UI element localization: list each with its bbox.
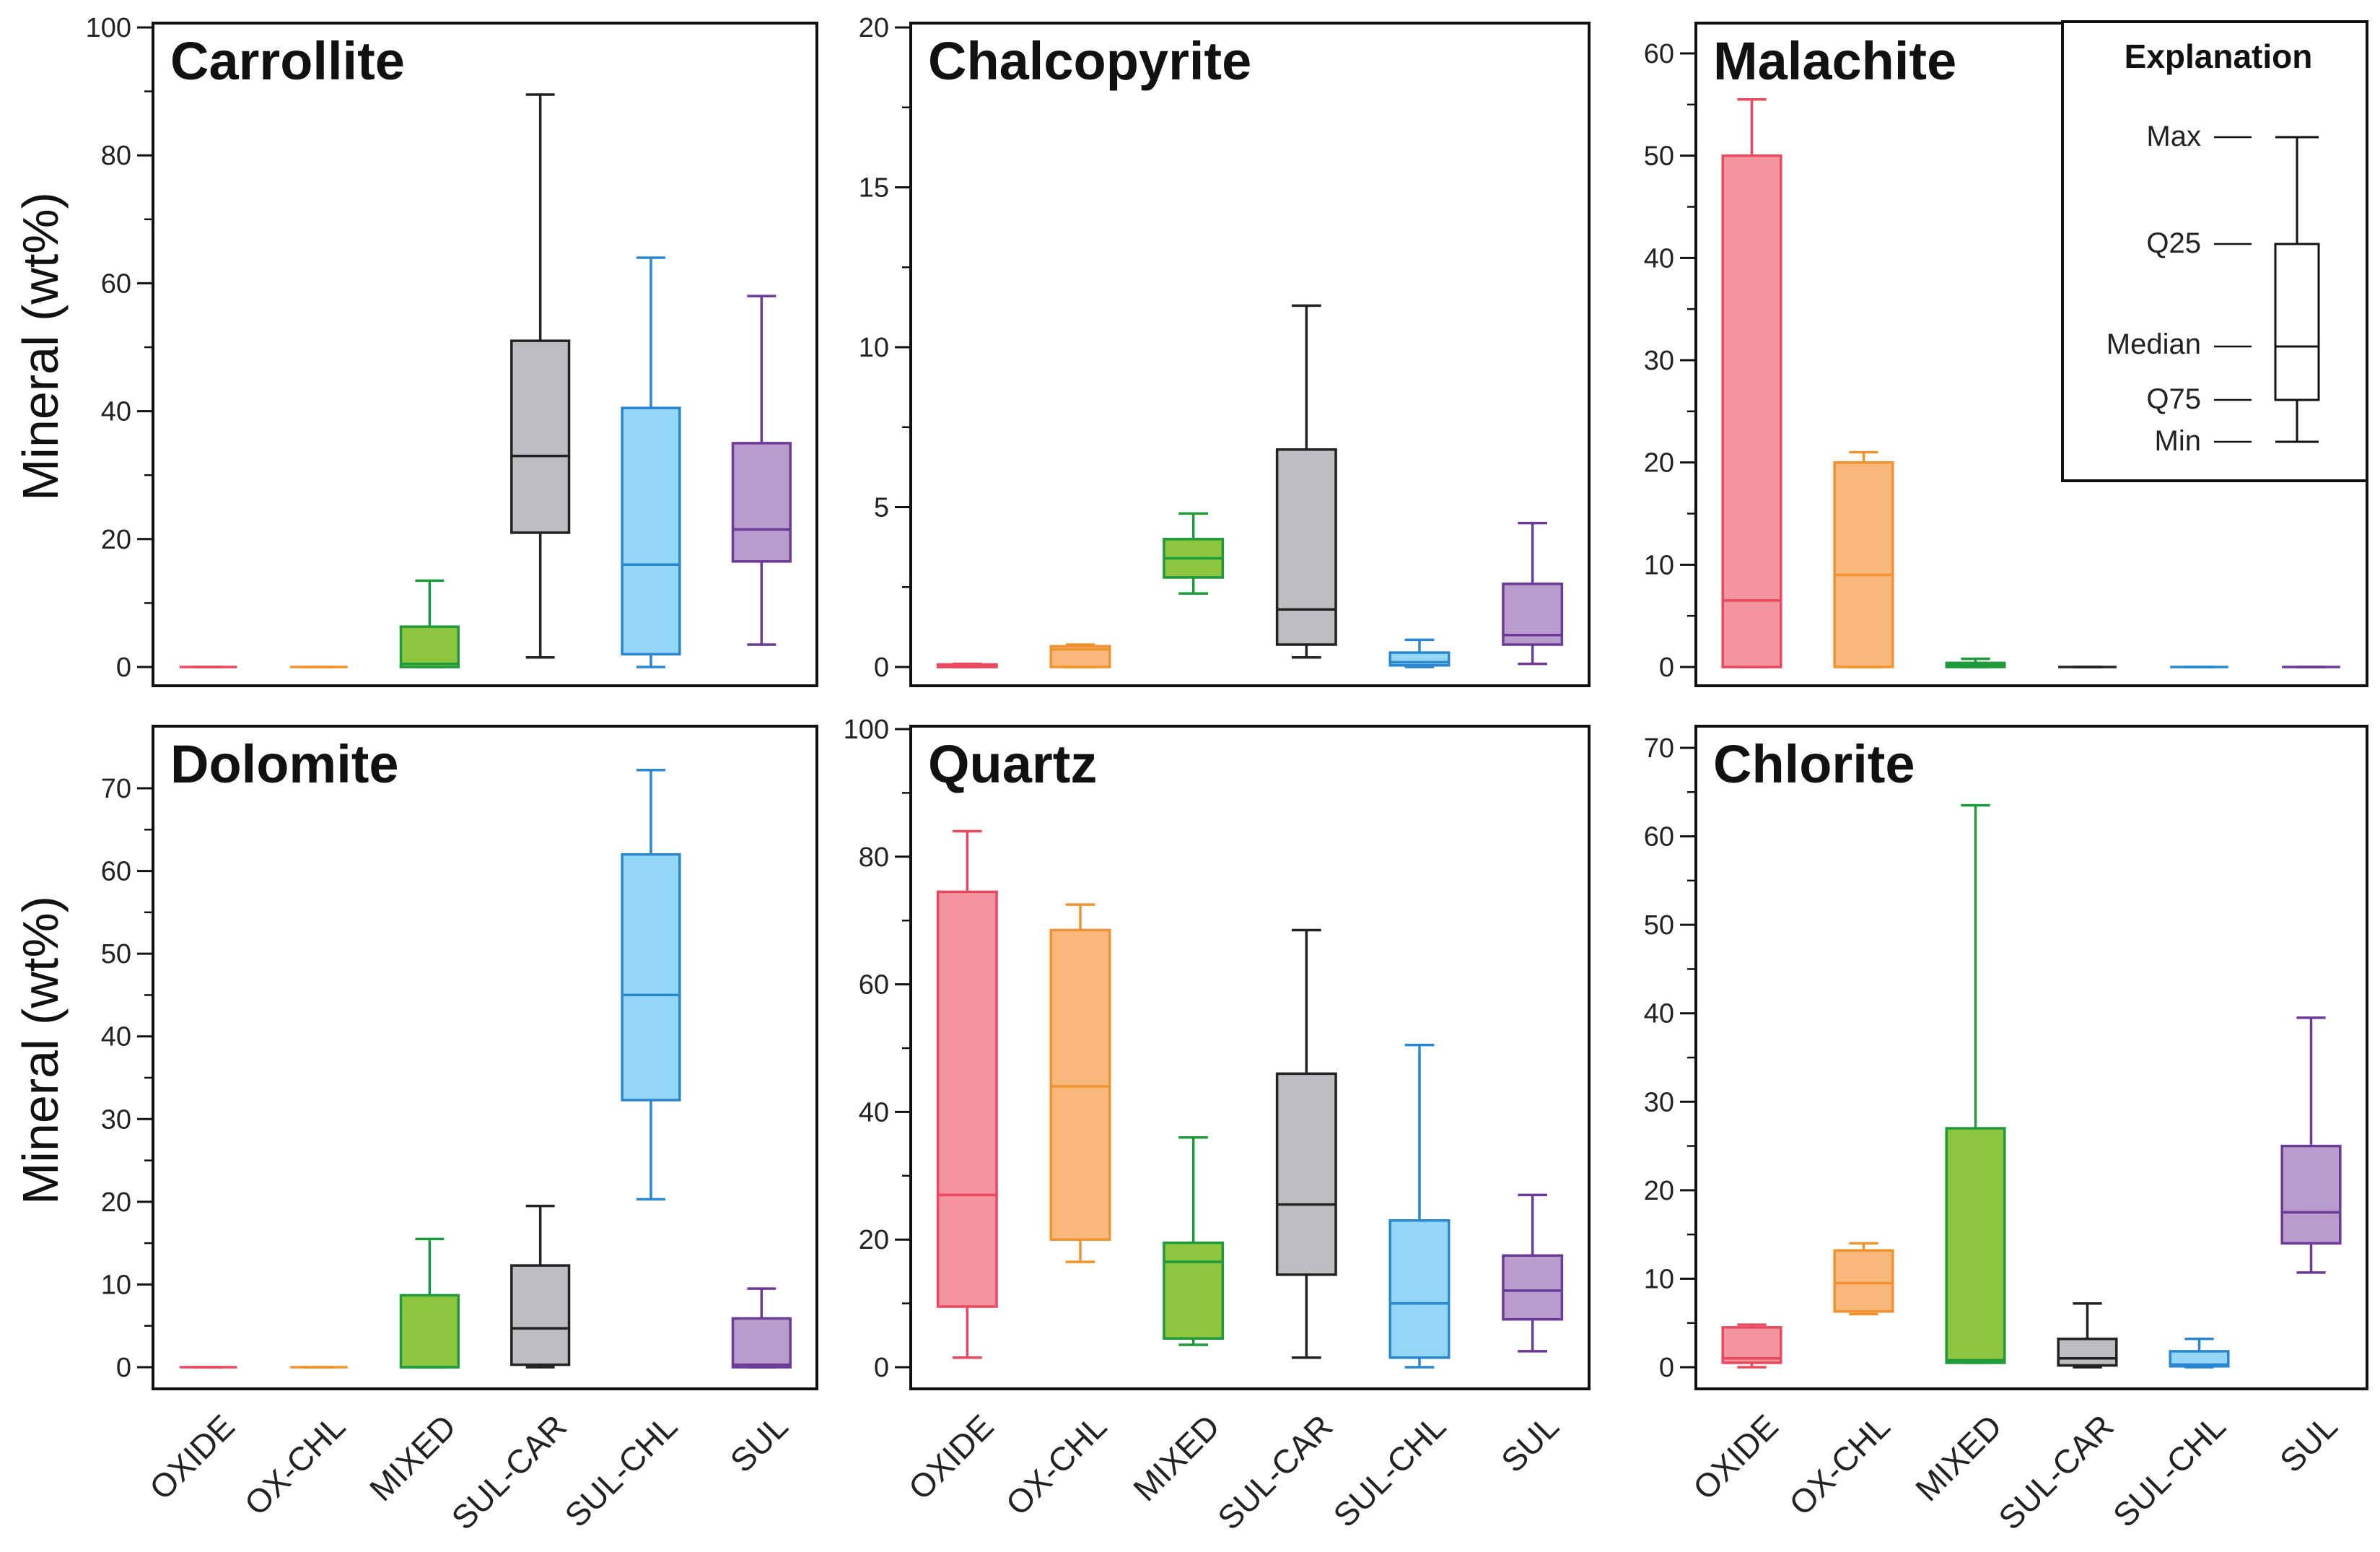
- quartz-ytick-label: 100: [844, 715, 889, 745]
- chalcopyrite-ytick-label: 0: [874, 653, 889, 683]
- malachite-title: Malachite: [1713, 31, 1956, 91]
- malachite-ytick-label: 20: [1644, 448, 1674, 479]
- y-axis-label-bottom: Mineral (wt%): [12, 896, 69, 1205]
- legend-title: Explanation: [2125, 38, 2313, 75]
- carrollite-ytick-label: 40: [101, 397, 131, 427]
- carrollite-ytick-label: 100: [86, 13, 131, 43]
- dolomite-ytick-label: 20: [101, 1187, 131, 1218]
- malachite-ytick-label: 60: [1644, 39, 1674, 69]
- chlorite-ox-chl-box: [1833, 1249, 1894, 1313]
- quartz-oxide-box: [936, 890, 998, 1308]
- chalcopyrite-ytick-label: 20: [859, 13, 889, 43]
- carrollite-ytick-label: 80: [101, 141, 131, 171]
- chlorite-ytick-label: 10: [1644, 1264, 1674, 1294]
- chlorite-sul-car-box: [2057, 1338, 2118, 1367]
- quartz-sul-box: [1502, 1254, 1564, 1321]
- legend-label-q25: Q25: [2146, 227, 2201, 259]
- chlorite-sul-chl-box: [2169, 1350, 2230, 1368]
- carrollite-sul-chl-box: [621, 406, 681, 656]
- malachite-ytick-label: 30: [1644, 346, 1674, 376]
- chalcopyrite-plot-frame: [909, 22, 1591, 687]
- chlorite-ytick-label: 40: [1644, 999, 1674, 1029]
- malachite-ox-chl-box: [1833, 461, 1894, 668]
- quartz-mixed-box: [1163, 1241, 1225, 1340]
- malachite-ytick-label: 0: [1659, 653, 1674, 683]
- quartz-sul-chl-box: [1388, 1219, 1451, 1359]
- dolomite-ytick-label: 60: [101, 857, 131, 887]
- quartz-ox-chl-box: [1049, 928, 1111, 1241]
- y-axis-label-top: Mineral (wt%): [12, 192, 69, 501]
- dolomite-sul-car-box: [510, 1264, 571, 1366]
- chlorite-ytick-label: 60: [1644, 822, 1674, 853]
- malachite-ytick-label: 40: [1644, 243, 1674, 274]
- chlorite-ytick-label: 30: [1644, 1087, 1674, 1117]
- legend-box: [2274, 243, 2320, 401]
- dolomite-ytick-label: 30: [101, 1104, 131, 1135]
- chalcopyrite-ytick-label: 5: [874, 493, 889, 523]
- dolomite-sul-box: [731, 1317, 792, 1369]
- chlorite-sul-box: [2280, 1144, 2342, 1245]
- explanation-legend: Explanation Max Q25 Median Q75 Min: [2061, 20, 2368, 482]
- quartz-ytick-label: 80: [859, 842, 889, 873]
- legend-label-median: Median: [2106, 328, 2201, 360]
- quartz-ytick-label: 60: [859, 970, 889, 1000]
- carrollite-mixed-box: [399, 625, 460, 668]
- quartz-ytick-label: 40: [859, 1097, 889, 1128]
- dolomite-ytick-label: 50: [101, 939, 131, 969]
- quartz-title: Quartz: [928, 734, 1097, 794]
- legend-label-max: Max: [2146, 121, 2201, 152]
- chlorite-ytick-label: 20: [1644, 1176, 1674, 1206]
- chlorite-mixed-box: [1945, 1127, 2006, 1364]
- dolomite-plot-frame: [152, 725, 818, 1390]
- quartz-ytick-label: 0: [874, 1353, 889, 1383]
- malachite-ytick-label: 10: [1644, 550, 1674, 580]
- quartz-plot-frame: [909, 725, 1591, 1390]
- chalcopyrite-title: Chalcopyrite: [928, 31, 1251, 91]
- quartz-sul-car-box: [1275, 1072, 1337, 1276]
- panel-chalcopyrite: Chalcopyrite 0 5 10 15 20: [859, 13, 1591, 687]
- quartz-ytick-label: 20: [859, 1225, 889, 1255]
- legend-label-min: Min: [2155, 425, 2201, 457]
- dolomite-ytick-label: 70: [101, 774, 131, 804]
- dolomite-ytick-label: 40: [101, 1022, 131, 1052]
- malachite-ytick-label: 50: [1644, 141, 1674, 172]
- legend-label-q75: Q75: [2146, 383, 2201, 415]
- dolomite-sul-chl-box: [621, 853, 681, 1102]
- carrollite-sul-box: [731, 442, 792, 563]
- chalcopyrite-sul-car-box: [1275, 448, 1337, 646]
- chlorite-ytick-label: 50: [1644, 910, 1674, 941]
- panel-malachite: Malachite 0 10 20 30 40 50 60: [1644, 22, 2368, 687]
- chalcopyrite-sul-chl-box: [1388, 651, 1451, 667]
- dolomite-mixed-box: [399, 1294, 460, 1369]
- dolomite-title: Dolomite: [170, 734, 399, 794]
- chlorite-oxide-box: [1721, 1326, 1782, 1364]
- carrollite-ytick-label: 0: [116, 653, 131, 683]
- chalcopyrite-ytick-label: 15: [859, 173, 889, 204]
- chalcopyrite-ytick-label: 10: [859, 333, 889, 363]
- malachite-oxide-box: [1721, 154, 1782, 668]
- carrollite-plot-frame: [152, 22, 818, 687]
- dolomite-ytick-label: 0: [116, 1353, 131, 1383]
- carrollite-ytick-label: 60: [101, 269, 131, 299]
- chlorite-ytick-label: 0: [1659, 1353, 1674, 1383]
- dolomite-ytick-label: 10: [101, 1270, 131, 1300]
- carrollite-title: Carrollite: [170, 31, 405, 91]
- carrollite-ytick-label: 20: [101, 525, 131, 555]
- chlorite-title: Chlorite: [1713, 734, 1915, 794]
- panel-carrollite: Carrollite 0 20 40 60 80 100: [86, 13, 818, 687]
- carrollite-sul-car-box: [510, 339, 571, 534]
- legend-frame: [2061, 20, 2368, 482]
- chlorite-ytick-label: 70: [1644, 733, 1674, 764]
